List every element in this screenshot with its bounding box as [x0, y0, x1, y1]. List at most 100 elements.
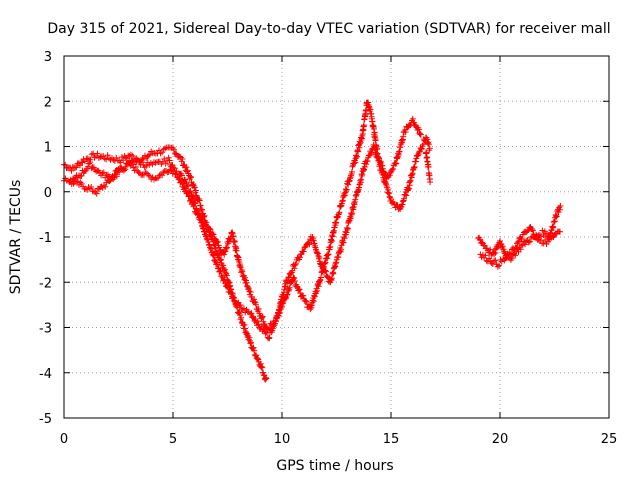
data-point-marker	[145, 172, 152, 179]
data-point-marker	[188, 196, 195, 203]
data-point-marker	[179, 155, 186, 162]
data-point-marker	[195, 209, 202, 216]
data-point-marker	[285, 288, 292, 295]
data-point-marker	[213, 237, 220, 244]
data-point-marker	[415, 126, 422, 133]
data-point-marker	[116, 169, 123, 176]
x-tick-label: 15	[383, 432, 400, 447]
data-point-marker	[173, 168, 180, 175]
data-point-marker	[550, 223, 557, 230]
data-point-marker	[425, 163, 432, 170]
data-point-marker	[223, 245, 230, 252]
data-point-marker	[226, 236, 233, 243]
y-tick-label: -1	[39, 231, 52, 246]
data-point-marker	[271, 322, 278, 329]
data-point-marker	[401, 195, 408, 202]
data-point-marker	[418, 146, 425, 153]
data-point-marker	[191, 203, 198, 210]
data-point-marker	[340, 239, 347, 246]
data-point-marker	[87, 159, 94, 166]
data-point-marker	[389, 165, 396, 172]
data-point-marker	[217, 268, 224, 275]
data-point-marker	[196, 197, 203, 204]
data-point-marker	[162, 160, 169, 167]
axis-ticks: -5 -4 -3 -2 -1 0 1 2 3 0 5 10 15 20 25	[39, 50, 617, 447]
data-point-marker	[88, 183, 95, 190]
data-point-marker	[402, 129, 409, 136]
data-point-marker	[317, 274, 324, 281]
data-point-marker	[248, 310, 255, 317]
data-point-marker	[253, 301, 260, 308]
data-point-marker	[522, 241, 529, 248]
data-point-marker	[239, 268, 246, 275]
data-point-marker	[143, 162, 150, 169]
data-point-marker	[255, 305, 262, 312]
data-point-marker	[508, 255, 515, 262]
data-point-marker	[291, 278, 298, 285]
data-point-marker	[86, 185, 93, 192]
data-point-marker	[165, 154, 172, 161]
data-point-marker	[276, 309, 283, 316]
data-point-marker	[220, 262, 227, 269]
data-point-marker	[513, 244, 520, 251]
data-point-marker	[499, 243, 506, 250]
y-tick-label: -4	[39, 367, 52, 382]
data-point-marker	[358, 176, 365, 183]
data-point-marker	[221, 266, 228, 273]
data-point-marker	[343, 186, 350, 193]
data-point-marker	[184, 190, 191, 197]
data-point-marker	[129, 152, 136, 159]
data-point-marker	[486, 255, 493, 262]
data-point-marker	[237, 302, 244, 309]
data-point-marker	[190, 181, 197, 188]
data-point-marker	[146, 172, 153, 179]
data-point-marker	[314, 287, 321, 294]
data-point-marker	[204, 236, 211, 243]
x-tick-label: 25	[601, 432, 618, 447]
data-point-marker	[127, 151, 134, 158]
data-point-marker	[95, 154, 102, 161]
data-point-marker	[206, 241, 213, 248]
series-track-f	[422, 149, 434, 185]
series-track-c	[67, 99, 424, 333]
y-tick-label: 1	[44, 141, 52, 156]
data-point-marker	[269, 321, 276, 328]
data-point-marker	[189, 199, 196, 206]
data-point-marker	[518, 236, 525, 243]
y-tick-label: -5	[39, 412, 52, 427]
data-point-marker	[217, 256, 224, 263]
data-point-marker	[517, 246, 524, 253]
data-point-marker	[209, 230, 216, 237]
data-point-marker	[210, 231, 217, 238]
data-point-marker	[259, 314, 266, 321]
series-track-b	[61, 134, 433, 342]
series-track-e	[477, 203, 564, 270]
data-point-marker	[525, 239, 532, 246]
data-point-marker	[81, 158, 88, 165]
data-point-marker	[425, 141, 432, 148]
data-point-marker	[556, 206, 563, 213]
data-point-marker	[251, 351, 258, 358]
data-point-marker	[237, 316, 244, 323]
data-point-marker	[146, 151, 153, 158]
data-point-marker	[399, 201, 406, 208]
data-point-marker	[360, 122, 367, 129]
data-point-marker	[207, 244, 214, 251]
data-point-marker	[375, 154, 382, 161]
data-point-marker	[159, 149, 166, 156]
data-point-marker	[250, 344, 257, 351]
data-point-marker	[138, 159, 145, 166]
data-point-marker	[182, 185, 189, 192]
data-point-marker	[241, 274, 248, 281]
data-point-marker	[376, 155, 383, 162]
data-point-marker	[310, 298, 317, 305]
data-point-marker	[364, 158, 371, 165]
data-point-marker	[253, 355, 260, 362]
data-point-marker	[102, 183, 109, 190]
data-point-marker	[496, 262, 503, 269]
x-tick-label: 10	[274, 432, 291, 447]
data-point-marker	[533, 232, 540, 239]
data-point-marker	[498, 258, 505, 265]
data-point-marker	[90, 164, 97, 171]
data-point-marker	[284, 291, 291, 298]
